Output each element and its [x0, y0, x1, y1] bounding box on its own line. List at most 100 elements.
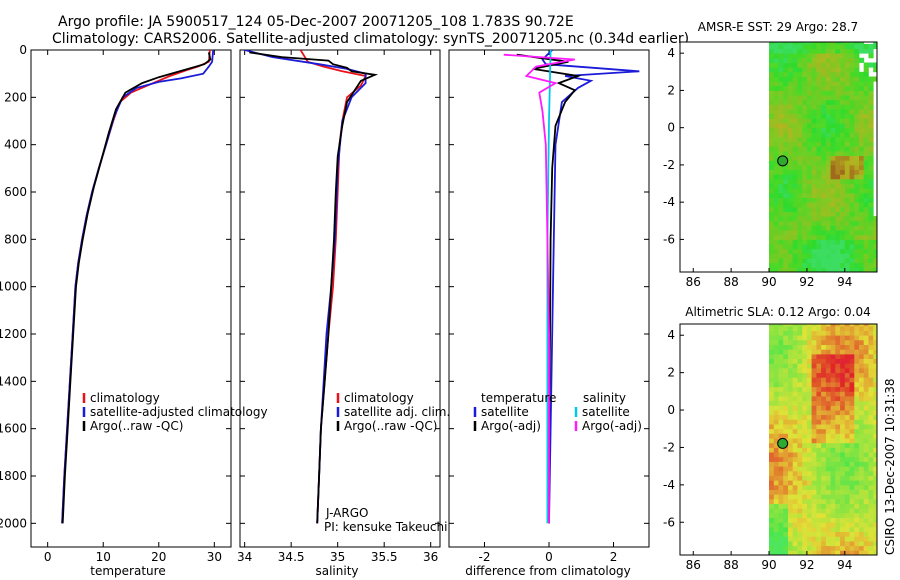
map-cell	[821, 42, 827, 45]
map-cell	[859, 442, 865, 448]
map-cell	[825, 113, 831, 119]
map-cell	[821, 452, 827, 458]
map-cell	[859, 498, 865, 504]
map-cell	[811, 225, 817, 231]
map-cell	[802, 550, 808, 555]
map-cell	[840, 363, 846, 369]
map-cell	[806, 76, 812, 82]
map-cell	[788, 57, 794, 63]
map-cell	[854, 480, 860, 486]
map-cell	[859, 104, 865, 110]
map-cell	[844, 470, 850, 476]
map-cell	[821, 414, 827, 420]
map-cell	[830, 71, 836, 77]
map-cell	[859, 503, 865, 509]
map-cell	[816, 330, 822, 336]
map-cell	[802, 197, 808, 203]
map-cell	[873, 414, 877, 420]
map-cell	[806, 344, 812, 350]
map-cell	[797, 349, 803, 355]
legend-label-satellite-adjusted: satellite-adjusted climatology	[90, 405, 268, 419]
map-cell	[792, 225, 798, 231]
map-cell	[825, 526, 831, 532]
map-cell	[863, 146, 869, 152]
map-cell	[859, 43, 865, 49]
map-cell	[868, 545, 874, 551]
map-cell	[811, 174, 817, 180]
map-cell	[859, 216, 865, 222]
map-cell	[825, 452, 831, 458]
map-cell	[844, 118, 850, 124]
map-cell	[868, 377, 874, 383]
map-cell	[816, 206, 822, 212]
map-cell	[821, 419, 827, 425]
map-cell	[863, 244, 869, 250]
map-cell	[830, 358, 836, 364]
map-cell	[835, 71, 841, 77]
map-cell	[788, 517, 794, 523]
map-cell	[769, 400, 775, 406]
map-cell	[769, 386, 775, 392]
map-cell	[797, 512, 803, 518]
map-cell	[840, 335, 846, 341]
map-cell	[788, 109, 794, 115]
map-cell	[830, 489, 836, 495]
map-cell	[792, 57, 798, 63]
map-cell	[802, 470, 808, 476]
map-cell	[792, 330, 798, 336]
map-cell	[873, 484, 877, 490]
map-cell	[854, 76, 860, 82]
map-cell	[873, 400, 877, 406]
map-cell	[802, 433, 808, 439]
map-cell	[783, 353, 789, 359]
map-cell	[788, 244, 794, 250]
map-cell	[825, 349, 831, 355]
map-cell	[811, 325, 817, 331]
map-cell	[835, 206, 841, 212]
map-cell	[811, 118, 817, 124]
map-cell	[816, 188, 822, 194]
map-cell	[863, 258, 869, 264]
map-cell	[863, 461, 869, 467]
map-cell	[792, 192, 798, 198]
map-cell	[797, 127, 803, 133]
map-cell	[840, 48, 846, 54]
map-cell	[840, 155, 846, 161]
map-cell	[802, 508, 808, 514]
map-cell	[825, 169, 831, 175]
map-cell	[844, 253, 850, 259]
map-cell	[863, 99, 869, 105]
map-cell	[830, 202, 836, 208]
map-cell	[863, 85, 869, 91]
map-cell	[816, 71, 822, 77]
map-cell	[873, 43, 877, 49]
map-cell	[792, 262, 798, 268]
map-cell	[868, 447, 874, 453]
map-cell	[863, 489, 869, 495]
map-cell	[830, 545, 836, 551]
map-cell	[825, 368, 831, 374]
map-cell	[863, 123, 869, 129]
map-cell	[830, 517, 836, 523]
map-cell	[811, 330, 817, 336]
map-cell	[830, 99, 836, 105]
map-cell	[811, 419, 817, 425]
map-cell	[811, 363, 817, 369]
legend-label-sal-satellite: satellite	[582, 405, 630, 419]
map-cell	[868, 428, 874, 434]
map-cell	[769, 113, 775, 119]
map-cell	[835, 192, 841, 198]
map-cell	[835, 531, 841, 537]
map-cell	[769, 95, 775, 101]
map-cell	[778, 183, 784, 189]
map-cell	[788, 419, 794, 425]
map-cell	[868, 174, 874, 180]
map-cell	[849, 206, 855, 212]
map-cell	[788, 183, 794, 189]
map-cell	[868, 484, 874, 490]
map-cell	[873, 253, 877, 259]
map-cell	[811, 512, 817, 518]
map-cell	[788, 192, 794, 198]
map-cell	[840, 113, 846, 119]
map-cell	[854, 174, 860, 180]
